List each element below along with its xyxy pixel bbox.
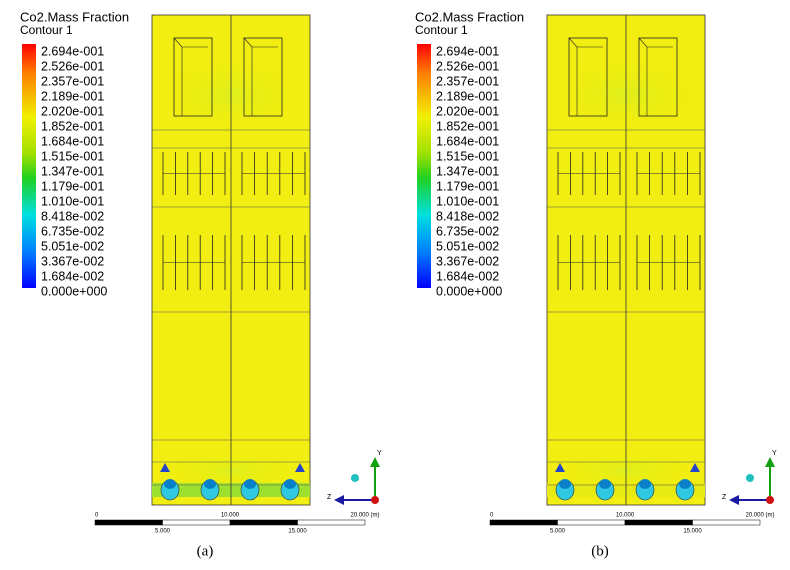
axis-dot bbox=[746, 474, 754, 482]
colorbar-label: 0.000e+000 bbox=[436, 284, 502, 298]
colorbar-label: 1.852e-001 bbox=[41, 119, 104, 133]
nozzle-core bbox=[204, 479, 216, 489]
colorbar-label: 1.684e-002 bbox=[41, 269, 104, 283]
axis-label: Y bbox=[772, 450, 777, 457]
scale-bar bbox=[94, 519, 163, 526]
marker bbox=[160, 463, 170, 472]
colorbar-label: 2.189e-001 bbox=[41, 89, 104, 103]
nozzle-core bbox=[599, 479, 611, 489]
colorbar-label: 2.526e-001 bbox=[41, 59, 104, 73]
colorbar-label: 2.694e-001 bbox=[41, 44, 104, 58]
colorbar-label: 1.347e-001 bbox=[41, 164, 104, 178]
scale-bar bbox=[229, 519, 298, 526]
colorbar-label: 2.020e-001 bbox=[436, 104, 499, 118]
axis-origin bbox=[766, 496, 774, 504]
colorbar-label: 1.852e-001 bbox=[436, 119, 499, 133]
axis-label: Y bbox=[377, 450, 382, 457]
scale-bar bbox=[297, 519, 366, 526]
colorbar-label: 2.189e-001 bbox=[436, 89, 499, 103]
legend-subtitle: Contour 1 bbox=[20, 23, 73, 37]
box bbox=[638, 37, 678, 117]
colorbar-label: 8.418e-002 bbox=[41, 209, 104, 223]
colorbar-label: 1.684e-001 bbox=[436, 134, 499, 148]
scale-label: 5.000 bbox=[155, 529, 171, 535]
axis-dot bbox=[351, 474, 359, 482]
axis-y bbox=[765, 457, 775, 467]
box bbox=[243, 37, 283, 117]
legend-subtitle: Contour 1 bbox=[415, 23, 468, 37]
axis-label: Z bbox=[327, 494, 332, 501]
colorbar bbox=[417, 44, 431, 288]
colorbar-label: 8.418e-002 bbox=[436, 209, 499, 223]
colorbar-label: 1.515e-001 bbox=[436, 149, 499, 163]
colorbar bbox=[22, 44, 36, 288]
nozzle-core bbox=[244, 479, 256, 489]
colorbar-label: 1.010e-001 bbox=[41, 194, 104, 208]
colorbar-label: 2.020e-001 bbox=[41, 104, 104, 118]
colorbar-label: 5.051e-002 bbox=[41, 239, 104, 253]
nozzle-core bbox=[559, 479, 571, 489]
colorbar-label: 6.735e-002 bbox=[41, 224, 104, 238]
colorbar-label: 3.367e-002 bbox=[436, 254, 499, 268]
scale-bar bbox=[557, 519, 626, 526]
nozzle-core bbox=[164, 479, 176, 489]
scale-bar bbox=[162, 519, 231, 526]
scale-bar bbox=[624, 519, 693, 526]
axis-origin bbox=[371, 496, 379, 504]
axis-z bbox=[334, 495, 344, 505]
scale-bar bbox=[489, 519, 558, 526]
scale-label: 20.000 (m) bbox=[350, 513, 379, 519]
caption: (b) bbox=[591, 543, 609, 559]
marker bbox=[295, 463, 305, 472]
legend-title: Co2.Mass Fraction bbox=[415, 9, 524, 24]
colorbar-label: 5.051e-002 bbox=[436, 239, 499, 253]
colorbar-label: 2.357e-001 bbox=[41, 74, 104, 88]
colorbar-label: 1.347e-001 bbox=[436, 164, 499, 178]
colorbar-label: 1.515e-001 bbox=[41, 149, 104, 163]
scale-label: 0 bbox=[95, 513, 99, 519]
axis-z bbox=[729, 495, 739, 505]
colorbar-label: 1.179e-001 bbox=[436, 179, 499, 193]
box bbox=[173, 37, 213, 117]
colorbar-label: 2.357e-001 bbox=[436, 74, 499, 88]
colorbar-label: 2.694e-001 bbox=[436, 44, 499, 58]
marker bbox=[690, 463, 700, 472]
legend-title: Co2.Mass Fraction bbox=[20, 9, 129, 24]
axis-y bbox=[370, 457, 380, 467]
box bbox=[568, 37, 608, 117]
marker bbox=[555, 463, 565, 472]
colorbar-label: 2.526e-001 bbox=[436, 59, 499, 73]
colorbar-label: 6.735e-002 bbox=[436, 224, 499, 238]
colorbar-label: 1.179e-001 bbox=[41, 179, 104, 193]
nozzle-core bbox=[639, 479, 651, 489]
scale-label: 5.000 bbox=[550, 529, 566, 535]
scale-label: 10.000 bbox=[221, 513, 240, 519]
colorbar-label: 1.684e-001 bbox=[41, 134, 104, 148]
scale-label: 10.000 bbox=[616, 513, 635, 519]
colorbar-label: 0.000e+000 bbox=[41, 284, 107, 298]
scale-bar bbox=[692, 519, 761, 526]
colorbar-label: 1.684e-002 bbox=[436, 269, 499, 283]
scale-label: 15.000 bbox=[683, 529, 702, 535]
colorbar-label: 1.010e-001 bbox=[436, 194, 499, 208]
scale-label: 15.000 bbox=[288, 529, 307, 535]
caption: (a) bbox=[197, 543, 214, 559]
axis-label: Z bbox=[722, 494, 727, 501]
colorbar-label: 3.367e-002 bbox=[41, 254, 104, 268]
nozzle-core bbox=[284, 479, 296, 489]
scale-label: 0 bbox=[490, 513, 494, 519]
scale-label: 20.000 (m) bbox=[745, 513, 774, 519]
nozzle-core bbox=[679, 479, 691, 489]
